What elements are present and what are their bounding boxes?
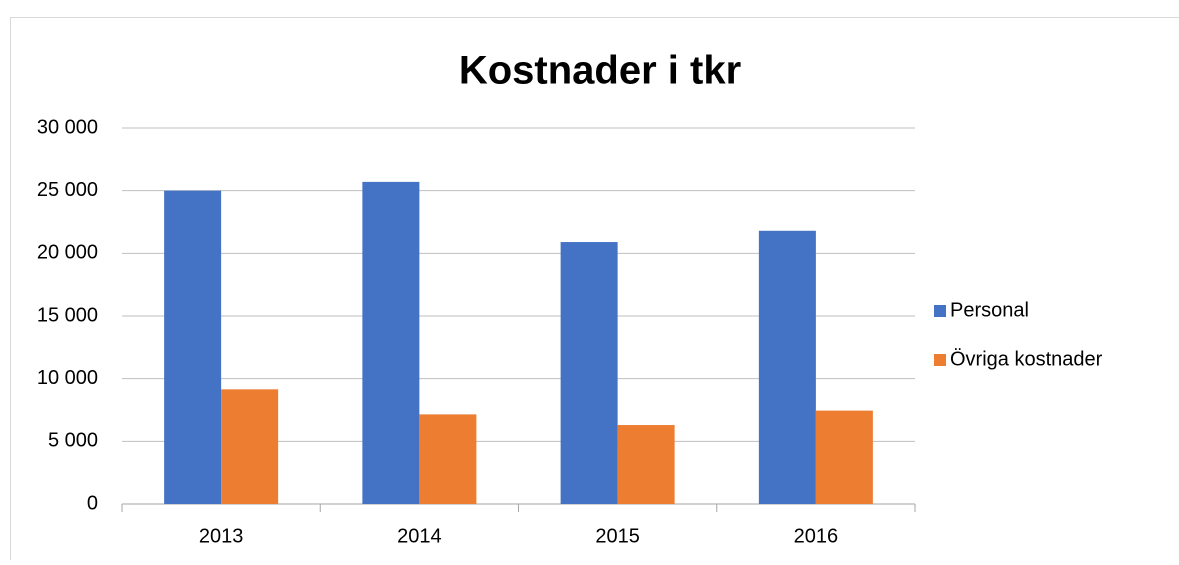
legend-swatch bbox=[934, 354, 946, 366]
y-tick-label: 0 bbox=[87, 492, 98, 514]
legend-swatch bbox=[934, 305, 946, 317]
x-tick-label: 2016 bbox=[794, 525, 839, 547]
y-tick-label: 20 000 bbox=[37, 242, 98, 264]
y-tick-label: 10 000 bbox=[37, 367, 98, 389]
chart-title: Kostnader i tkr bbox=[459, 49, 741, 93]
bar bbox=[362, 182, 419, 504]
bar bbox=[561, 242, 618, 504]
y-tick-label: 25 000 bbox=[37, 179, 98, 201]
y-tick-label: 15 000 bbox=[37, 304, 98, 326]
bar bbox=[164, 191, 221, 504]
bar bbox=[816, 411, 873, 504]
y-tick-label: 5 000 bbox=[48, 430, 98, 452]
bar bbox=[618, 425, 675, 504]
x-tick-label: 2014 bbox=[397, 525, 442, 547]
bar bbox=[221, 389, 278, 504]
legend-label: Övriga kostnader bbox=[950, 348, 1103, 370]
x-tick-label: 2013 bbox=[199, 525, 244, 547]
y-tick-label: 30 000 bbox=[37, 116, 98, 138]
bar bbox=[759, 231, 816, 504]
legend-label: Personal bbox=[950, 299, 1029, 321]
x-tick-label: 2015 bbox=[595, 525, 640, 547]
bar bbox=[419, 414, 476, 504]
